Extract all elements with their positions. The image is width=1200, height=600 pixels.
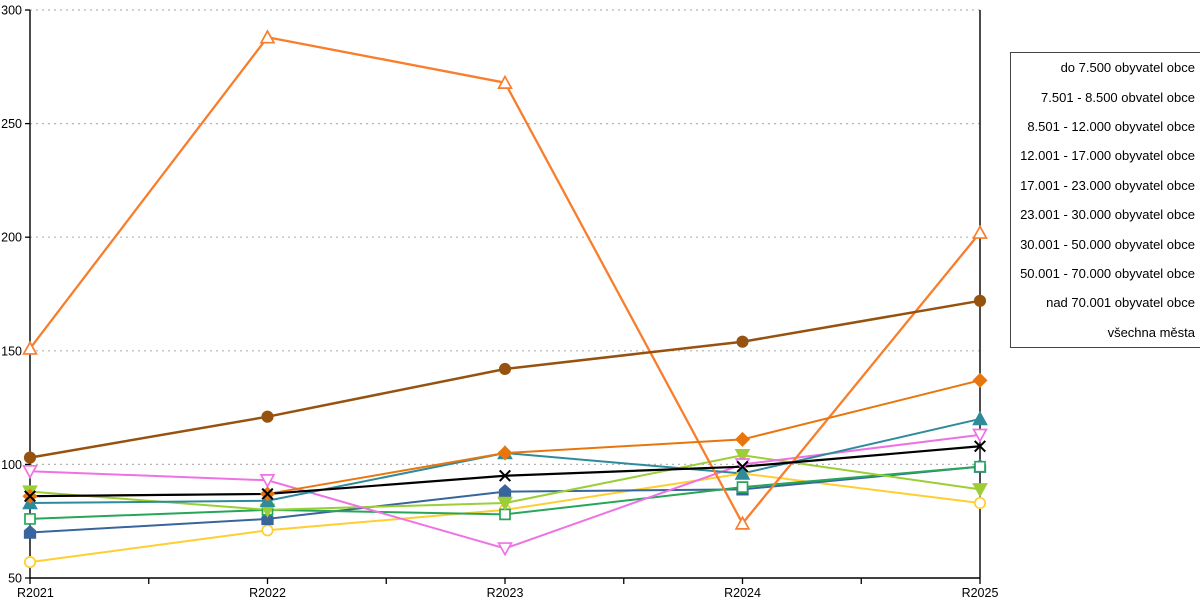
data-point-marker	[972, 483, 988, 498]
y-axis-tick-label: 100	[1, 458, 22, 472]
y-axis-tick-label: 200	[1, 231, 22, 245]
data-point-marker	[261, 410, 274, 423]
data-point-marker	[261, 487, 274, 500]
x-axis-tick-label: R2023	[487, 586, 524, 600]
x-axis-tick-label: R2022	[249, 586, 286, 600]
series-line	[29, 299, 981, 459]
data-point-marker	[973, 496, 987, 510]
y-axis-tick-label: 250	[1, 117, 22, 131]
data-point-marker	[24, 513, 36, 525]
data-point-marker	[734, 515, 751, 530]
data-point-marker	[22, 340, 38, 355]
data-point-marker	[973, 294, 987, 307]
data-point-marker	[499, 508, 511, 521]
legend-item: 12.001 - 17.000 obyvatel obce	[1020, 148, 1195, 164]
y-axis-tick-label: 150	[1, 344, 22, 358]
legend-item: 8.501 - 12.000 obyvatel obce	[1027, 118, 1195, 134]
data-point-marker	[498, 484, 512, 498]
data-point-marker	[734, 465, 751, 480]
legend-item: 30.001 - 50.000 obyvatel obce	[1020, 236, 1195, 252]
data-point-marker	[497, 542, 513, 557]
legend-item: 17.001 - 23.000 obyvatel obce	[1020, 177, 1195, 193]
legend-item: 50.001 - 70.000 obyvatel obce	[1020, 265, 1195, 281]
data-point-marker	[259, 29, 276, 44]
legend-item: 23.001 - 30.000 obyvatel obce	[1020, 207, 1195, 223]
data-point-marker	[261, 524, 274, 537]
data-point-marker	[497, 496, 513, 511]
legend-item: nad 70.001 obyvatel obce	[1046, 295, 1195, 311]
data-point-marker	[972, 224, 988, 239]
x-axis-tick-label: R2025	[962, 586, 999, 600]
data-point-marker	[22, 464, 38, 480]
x-axis-tick-label: R2021	[17, 586, 54, 600]
data-point-marker	[973, 440, 987, 453]
data-point-marker	[498, 469, 512, 482]
data-point-marker	[734, 431, 751, 447]
y-axis-tick-label: 50	[8, 572, 22, 586]
y-axis-tick-label: 300	[1, 4, 22, 18]
data-point-marker	[259, 474, 276, 489]
data-point-marker	[736, 481, 749, 493]
data-point-marker	[498, 362, 512, 376]
legend-item: všechna města	[1107, 324, 1195, 340]
data-point-marker	[972, 372, 988, 388]
data-point-marker	[736, 335, 749, 348]
legend-item: 7.501 - 8.500 obvatel obce	[1041, 89, 1195, 105]
data-point-marker	[972, 428, 988, 443]
chart-legend: do 7.500 obyvatel obce 7.501 - 8.500 obv…	[1010, 52, 1200, 348]
data-point-marker	[497, 74, 513, 89]
data-point-marker	[23, 556, 37, 569]
data-point-marker	[974, 460, 986, 473]
data-point-marker	[736, 460, 749, 473]
x-axis-tick-label: R2024	[724, 586, 761, 600]
data-point-marker	[497, 445, 513, 461]
data-point-marker	[23, 525, 37, 539]
data-point-marker	[972, 411, 988, 426]
data-point-marker	[734, 449, 751, 464]
data-point-marker	[23, 451, 37, 464]
legend-item: do 7.500 obyvatel obce	[1060, 60, 1195, 76]
data-point-marker	[23, 490, 37, 503]
